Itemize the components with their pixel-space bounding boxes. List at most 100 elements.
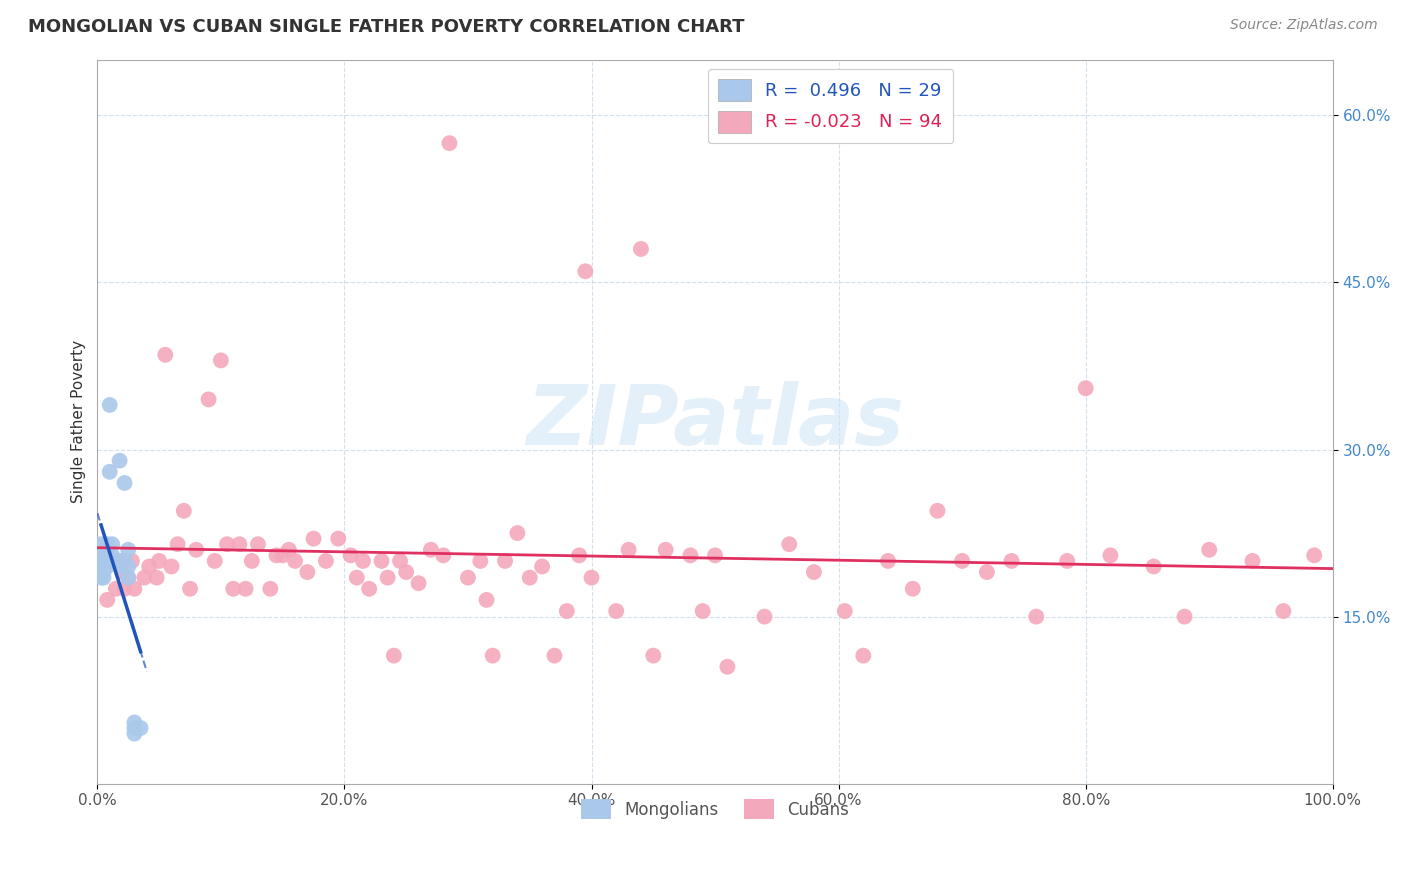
Mongolians [98,465,121,479]
Cubans [704,549,727,563]
Cubans [114,582,136,596]
Cubans [117,571,139,585]
Cubans [173,504,195,518]
Cubans [339,549,361,563]
Cubans [1074,381,1097,395]
Cubans [297,565,319,579]
Cubans [654,542,676,557]
Cubans [315,554,337,568]
Cubans [96,593,118,607]
Cubans [155,348,177,362]
Cubans [246,537,269,551]
Cubans [950,554,973,568]
Text: Source: ZipAtlas.com: Source: ZipAtlas.com [1230,18,1378,32]
Cubans [186,542,208,557]
Cubans [1303,549,1326,563]
Cubans [395,565,418,579]
Mongolians [124,715,146,730]
Cubans [145,571,167,585]
Cubans [927,504,949,518]
Cubans [581,571,603,585]
Cubans [389,554,412,568]
Cubans [617,542,640,557]
Cubans [481,648,503,663]
Cubans [382,648,405,663]
Cubans [370,554,392,568]
Cubans [1198,542,1220,557]
Cubans [197,392,219,407]
Cubans [716,659,738,673]
Mongolians [93,554,115,568]
Mongolians [90,565,112,579]
Cubans [1173,609,1195,624]
Cubans [432,549,454,563]
Cubans [470,554,492,568]
Mongolians [90,549,112,563]
Cubans [166,537,188,551]
Cubans [439,136,461,150]
Cubans [877,554,900,568]
Cubans [679,549,702,563]
Cubans [134,571,156,585]
Cubans [1241,554,1264,568]
Cubans [834,604,856,618]
Cubans [217,537,239,551]
Cubans [555,604,578,618]
Mongolians [117,542,139,557]
Cubans [574,264,596,278]
Cubans [160,559,183,574]
Mongolians [96,559,118,574]
Cubans [148,554,170,568]
Mongolians [96,537,118,551]
Cubans [630,242,652,256]
Cubans [543,648,565,663]
Cubans [1272,604,1295,618]
Cubans [901,582,924,596]
Cubans [568,549,591,563]
Cubans [359,582,381,596]
Cubans [284,554,307,568]
Cubans [803,565,825,579]
Cubans [277,542,299,557]
Cubans [506,526,529,541]
Mongolians [96,549,118,563]
Cubans [240,554,263,568]
Cubans [1099,549,1122,563]
Text: ZIPatlas: ZIPatlas [526,381,904,462]
Cubans [643,648,665,663]
Mongolians [108,559,131,574]
Cubans [235,582,257,596]
Mongolians [111,554,134,568]
Cubans [778,537,800,551]
Mongolians [129,721,152,735]
Mongolians [114,475,136,490]
Text: MONGOLIAN VS CUBAN SINGLE FATHER POVERTY CORRELATION CHART: MONGOLIAN VS CUBAN SINGLE FATHER POVERTY… [28,18,745,36]
Cubans [754,609,776,624]
Cubans [104,582,127,596]
Cubans [1056,554,1078,568]
Y-axis label: Single Father Poverty: Single Father Poverty [72,340,86,503]
Mongolians [90,571,112,585]
Cubans [228,537,250,551]
Mongolians [90,537,112,551]
Mongolians [124,721,146,735]
Cubans [852,648,875,663]
Cubans [108,554,131,568]
Mongolians [104,554,127,568]
Cubans [494,554,516,568]
Cubans [419,542,441,557]
Cubans [121,554,143,568]
Mongolians [114,554,136,568]
Mongolians [117,571,139,585]
Cubans [346,571,368,585]
Cubans [1143,559,1166,574]
Cubans [302,532,325,546]
Mongolians [117,559,139,574]
Cubans [204,554,226,568]
Cubans [209,353,232,368]
Mongolians [93,559,115,574]
Cubans [124,582,146,596]
Cubans [352,554,374,568]
Cubans [266,549,288,563]
Cubans [1000,554,1022,568]
